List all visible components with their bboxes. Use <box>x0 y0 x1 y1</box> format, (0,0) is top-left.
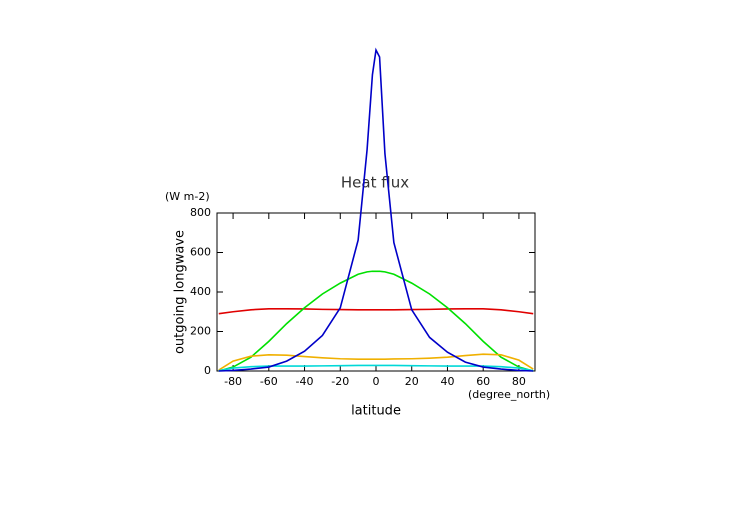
series-line <box>218 353 534 371</box>
x-axis-title: latitude <box>351 404 401 419</box>
x-tick-label: -80 <box>224 375 242 388</box>
y-tick-label: 200 <box>190 325 211 338</box>
x-tick-label: 20 <box>405 375 419 388</box>
x-tick-label: -20 <box>331 375 349 388</box>
chart-title: Heat flux <box>341 174 409 192</box>
plot-frame <box>216 212 536 372</box>
series-line <box>218 364 534 372</box>
y-tick-label: 600 <box>190 246 211 259</box>
x-tick-label: 60 <box>476 375 490 388</box>
y-tick-label: 400 <box>190 285 211 298</box>
x-tick-label: 0 <box>373 375 380 388</box>
x-unit: (degree_north) <box>468 388 550 401</box>
series-line <box>218 47 534 372</box>
series-line <box>218 307 534 315</box>
x-tick-label: -60 <box>260 375 278 388</box>
y-tick-label: 800 <box>190 206 211 219</box>
x-tick-label: -40 <box>296 375 314 388</box>
series-line <box>218 270 534 372</box>
y-unit: (W m-2) <box>165 190 210 203</box>
x-tick-label: 80 <box>512 375 526 388</box>
x-tick-label: 40 <box>440 375 454 388</box>
y-tick-label: 0 <box>204 364 211 377</box>
y-axis-title: outgoing longwave <box>173 230 188 354</box>
